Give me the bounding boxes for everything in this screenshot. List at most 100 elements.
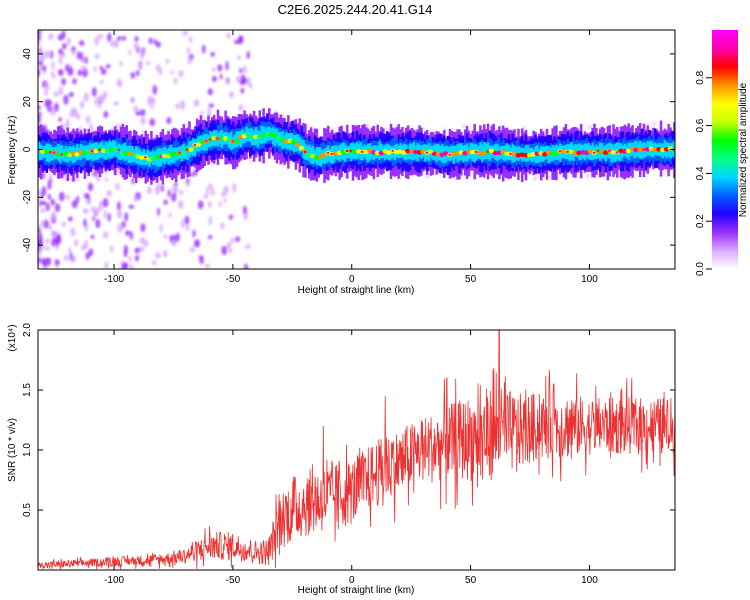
heatmap-cell xyxy=(425,151,429,154)
heatmap-cell xyxy=(51,210,57,221)
heatmap-cell xyxy=(58,191,65,202)
heatmap-cell xyxy=(574,144,577,158)
colorbar-ticks: 0.0 0.2 0.4 0.6 0.8 xyxy=(695,70,712,276)
x-tick-label: 100 xyxy=(581,575,598,586)
heatmap-cell xyxy=(51,60,55,71)
heatmap-cell xyxy=(155,252,161,259)
heatmap-cell xyxy=(298,145,304,151)
heatmap-cell xyxy=(43,89,48,96)
heatmap-cell xyxy=(65,194,70,200)
heatmap-cell xyxy=(91,87,97,97)
heatmap-cell xyxy=(615,151,619,154)
heatmap-cell xyxy=(405,148,411,154)
snr-ylabel: SNR (10 * v/v) xyxy=(7,418,18,482)
heatmap-cell xyxy=(156,207,161,217)
heatmap-cell xyxy=(225,60,229,71)
heatmap-cell xyxy=(49,50,54,60)
heatmap-cell xyxy=(60,153,64,156)
heatmap-cell xyxy=(61,78,67,86)
heatmap-cell xyxy=(218,201,222,207)
x-tick-label: 0 xyxy=(349,575,355,586)
heatmap-cell xyxy=(482,141,486,160)
heatmap-cell xyxy=(145,60,151,65)
heatmap-cell xyxy=(70,227,76,237)
heatmap-cell xyxy=(106,190,113,197)
heatmap-cell xyxy=(234,138,240,144)
heatmap-cell xyxy=(222,136,228,141)
heatmap-cell xyxy=(180,151,187,156)
heatmap-cell xyxy=(330,152,334,156)
heatmap-cell xyxy=(125,230,131,236)
heatmap-cell xyxy=(140,116,146,125)
heatmap-cell xyxy=(253,134,259,140)
heatmap-cell xyxy=(406,147,410,160)
heatmap-cell xyxy=(89,123,94,133)
heatmap-cell xyxy=(246,50,250,59)
heatmap-cell xyxy=(249,159,254,164)
heatmap-cell xyxy=(38,34,42,41)
heatmap-cell xyxy=(119,60,123,67)
heatmap-cell xyxy=(71,51,76,56)
heatmap-cell xyxy=(63,255,69,262)
heatmap-cell xyxy=(210,188,215,196)
heatmap-cell xyxy=(104,176,108,182)
snr-ylabel-unit: (x10⁴) xyxy=(7,324,18,351)
heatmap-cell xyxy=(38,224,41,230)
heatmap-cell xyxy=(188,36,193,43)
heatmap-cell xyxy=(237,55,242,60)
heatmap-cell xyxy=(360,150,364,153)
heatmap-cell xyxy=(179,100,186,111)
heatmap-cell xyxy=(109,245,114,253)
heatmap-cell xyxy=(104,261,109,269)
heatmap-cell xyxy=(178,151,181,154)
heatmap-cell xyxy=(90,172,94,177)
heatmap-cell xyxy=(165,154,171,159)
heatmap-cell xyxy=(294,142,301,147)
heatmap-cell xyxy=(433,152,436,156)
heatmap-cell xyxy=(494,151,497,155)
heatmap-cell xyxy=(180,219,185,229)
heatmap-cell xyxy=(199,110,204,116)
heatmap-cell xyxy=(74,152,80,157)
heatmap-cell xyxy=(378,150,384,156)
heatmap-cell xyxy=(123,151,130,157)
heatmap-cell xyxy=(103,110,109,118)
heatmap-cell xyxy=(116,201,121,211)
heatmap-cell xyxy=(238,104,244,112)
heatmap-cell xyxy=(203,194,208,199)
heatmap-cell xyxy=(178,190,184,195)
heatmap-cell xyxy=(90,234,95,240)
y-tick-label: 0 xyxy=(22,146,33,152)
heatmap-cell xyxy=(54,203,61,213)
x-tick-label: -100 xyxy=(104,274,124,285)
heatmap-cell xyxy=(77,69,83,76)
heatmap-cell xyxy=(88,248,94,257)
heatmap-cell xyxy=(542,152,548,157)
colorbar-label: Normalized spectral amplitude xyxy=(738,82,749,217)
heatmap-cell xyxy=(599,150,605,155)
heatmap-cell xyxy=(225,79,231,85)
heatmap-cell xyxy=(166,117,172,125)
heatmap-cell xyxy=(48,32,54,41)
x-tick-label: -50 xyxy=(226,575,241,586)
heatmap-cell xyxy=(428,149,434,154)
heatmap-cell xyxy=(367,148,373,153)
heatmap-cell xyxy=(193,139,197,157)
heatmap-cell xyxy=(187,57,193,65)
heatmap-cell xyxy=(652,121,656,126)
heatmap-cell xyxy=(154,154,160,159)
snr-panel: -100 -50 0 50 100 0.5 1.0 1.5 2.0 Height of stra… xyxy=(7,323,676,596)
heatmap-cell xyxy=(65,63,69,72)
heatmap-cell xyxy=(170,239,177,246)
heatmap-cell xyxy=(504,151,510,156)
heatmap-cell xyxy=(365,123,369,129)
y-tick-label: -20 xyxy=(22,190,33,205)
heatmap-cell xyxy=(113,38,119,49)
heatmap-cell xyxy=(118,81,123,86)
heatmap-cell xyxy=(139,155,145,160)
heatmap-cell xyxy=(486,150,490,153)
heatmap-cell xyxy=(184,215,190,225)
heatmap-cell xyxy=(72,78,77,85)
heatmap-cell xyxy=(586,173,590,179)
heatmap-cell xyxy=(45,203,50,212)
